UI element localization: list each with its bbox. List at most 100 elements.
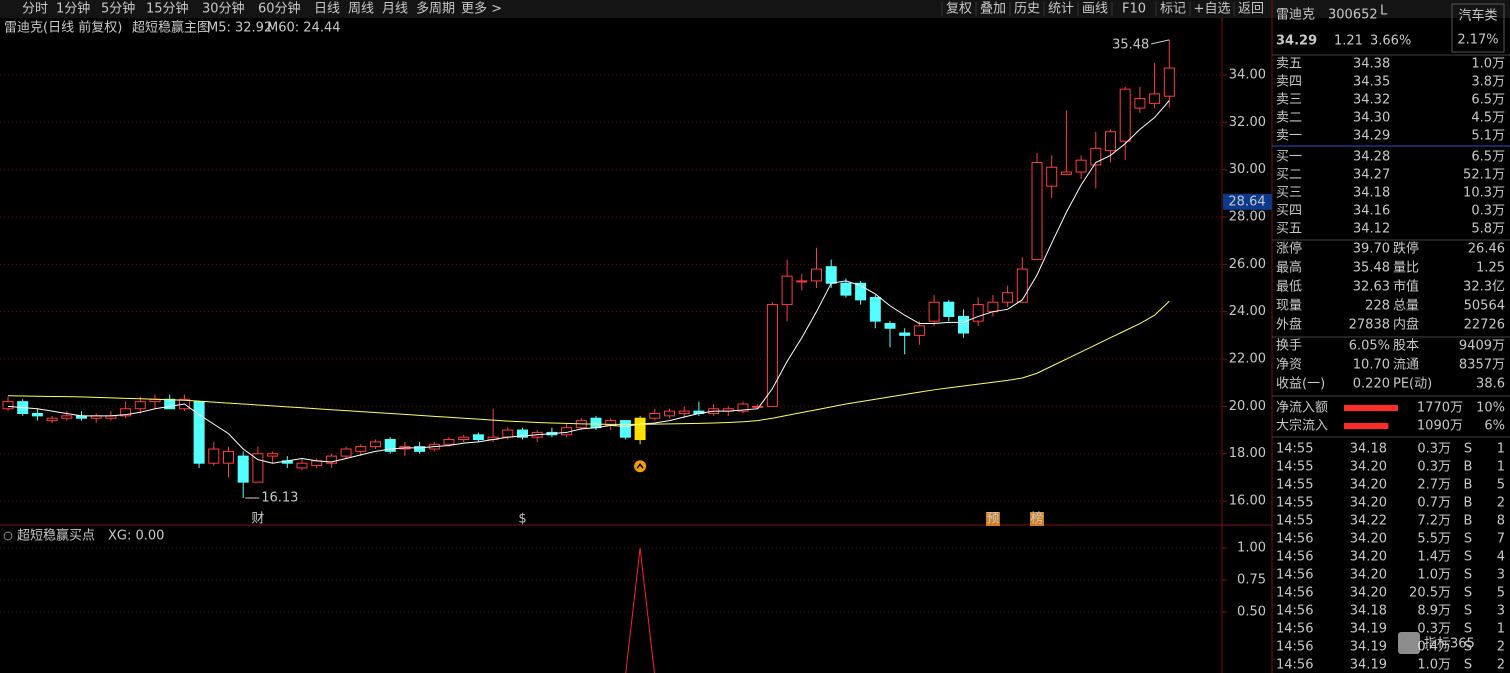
sector-name[interactable]: 汽车类	[1458, 8, 1497, 24]
chart-title: 雷迪克(日线 前复权)	[4, 20, 122, 36]
trade-side: S	[1464, 622, 1472, 637]
stat-value: 6.05%	[1349, 339, 1390, 354]
indicator-icon	[3, 531, 13, 541]
trade-price: 34.20	[1350, 478, 1387, 493]
period-tab[interactable]: 60分钟	[258, 1, 301, 17]
trade-time: 14:55	[1276, 514, 1313, 529]
trade-price: 34.20	[1350, 532, 1387, 547]
trade-side: S	[1464, 442, 1472, 457]
tool-button[interactable]: F10	[1122, 2, 1146, 17]
y-tick-label: 32.00	[1229, 115, 1266, 130]
stat-label: 最高	[1276, 260, 1302, 276]
y-tick-label: 1.00	[1237, 541, 1266, 556]
candle-body	[825, 266, 837, 284]
cursor-price-label: 28.64	[1228, 194, 1265, 209]
trade-time: 14:55	[1276, 442, 1313, 457]
trade-volume: 0.3万	[1417, 460, 1451, 475]
candle-body	[678, 410, 690, 414]
candle-body	[1134, 98, 1146, 109]
trade-volume: 2.7万	[1417, 478, 1451, 493]
tool-button[interactable]: 返回	[1238, 2, 1264, 17]
stat-label: 外盘	[1276, 317, 1302, 333]
signal-arrow	[636, 463, 644, 469]
tool-button[interactable]: 叠加	[980, 2, 1006, 17]
indicator-legend: XG: 0.00	[108, 529, 164, 544]
period-tab[interactable]: 15分钟	[146, 1, 189, 17]
trade-price: 34.22	[1350, 514, 1387, 529]
event-marker[interactable]: 财	[251, 512, 264, 527]
stat-value: 32.63	[1353, 280, 1390, 295]
book-label: 买一	[1276, 150, 1302, 165]
tool-button[interactable]: 历史	[1014, 2, 1040, 17]
tool-button[interactable]: 标记	[1160, 2, 1186, 17]
stat-value: 8357万	[1459, 358, 1505, 373]
candle-body	[855, 282, 867, 301]
period-tab[interactable]: 日线	[314, 2, 340, 17]
period-tab[interactable]: 5分钟	[101, 1, 135, 17]
trade-price: 34.20	[1350, 496, 1387, 511]
trade-time: 14:56	[1276, 586, 1313, 601]
candle-body	[987, 301, 999, 313]
trade-count: 2	[1497, 658, 1505, 673]
candle-body	[958, 315, 969, 334]
book-price: 34.30	[1353, 111, 1390, 126]
book-volume: 5.1万	[1471, 129, 1505, 144]
book-price: 34.18	[1353, 186, 1390, 201]
candle-body	[649, 412, 661, 419]
event-box	[985, 512, 1000, 526]
trade-side: S	[1464, 658, 1472, 673]
book-label: 卖一	[1276, 129, 1302, 144]
stat-label: 流通	[1393, 358, 1419, 373]
y-tick-label: 0.75	[1237, 573, 1266, 588]
tool-button[interactable]: 复权	[946, 1, 972, 17]
trade-count: 5	[1497, 586, 1505, 601]
book-price: 34.12	[1353, 222, 1390, 237]
tool-button[interactable]: +自选	[1194, 2, 1231, 17]
trade-price: 34.20	[1350, 550, 1387, 565]
book-volume: 1.0万	[1471, 57, 1505, 72]
tool-button[interactable]: 画线	[1082, 2, 1108, 17]
candle-body	[1060, 171, 1072, 175]
trade-side: S	[1464, 550, 1472, 565]
sector-box	[1451, 3, 1505, 53]
signal-icon	[634, 460, 647, 473]
period-tab[interactable]: 更多 >	[461, 1, 502, 17]
candle-body	[943, 301, 955, 317]
period-tab[interactable]: 1分钟	[56, 1, 90, 17]
flow-amount: 1090万	[1417, 419, 1463, 434]
event-marker[interactable]: 预	[986, 512, 999, 527]
tool-button[interactable]: 统计	[1048, 2, 1074, 17]
ma60-line	[7, 300, 1170, 425]
stat-label: 最低	[1276, 280, 1302, 295]
book-label: 买四	[1276, 204, 1302, 219]
trade-time: 14:56	[1276, 604, 1313, 619]
period-tab[interactable]: 多周期	[416, 1, 455, 17]
trade-count: 2	[1497, 640, 1505, 655]
flow-bar	[1344, 405, 1398, 411]
candle-body	[869, 296, 881, 322]
trade-side: S	[1464, 640, 1472, 655]
period-tab[interactable]: 周线	[348, 2, 374, 17]
book-volume: 3.8万	[1471, 75, 1505, 90]
event-marker[interactable]: $	[518, 512, 526, 527]
candle-body	[1016, 268, 1028, 303]
period-tab[interactable]: 分时	[22, 2, 48, 17]
stat-label: 收益(一)	[1276, 377, 1325, 392]
flow-label: 大宗流入	[1276, 418, 1328, 434]
book-label: 买三	[1276, 186, 1302, 201]
event-marker[interactable]: 榜	[1030, 511, 1043, 527]
flow-label: 净流入额	[1276, 401, 1328, 416]
book-label: 卖二	[1276, 111, 1302, 126]
period-tab[interactable]: 30分钟	[202, 1, 245, 17]
trade-price: 34.20	[1350, 460, 1387, 475]
candle-body	[296, 462, 308, 469]
candle-body	[2, 401, 14, 410]
y-tick-label: 24.00	[1229, 304, 1266, 319]
trade-volume: 20.5万	[1409, 586, 1451, 601]
trade-count: 3	[1497, 604, 1505, 619]
stock-name: 雷迪克	[1276, 8, 1315, 23]
period-tab[interactable]: 月线	[382, 2, 408, 17]
stat-value: 26.46	[1468, 242, 1505, 257]
trade-volume: 1.4万	[1417, 550, 1451, 565]
y-tick-label: 34.00	[1229, 67, 1266, 82]
